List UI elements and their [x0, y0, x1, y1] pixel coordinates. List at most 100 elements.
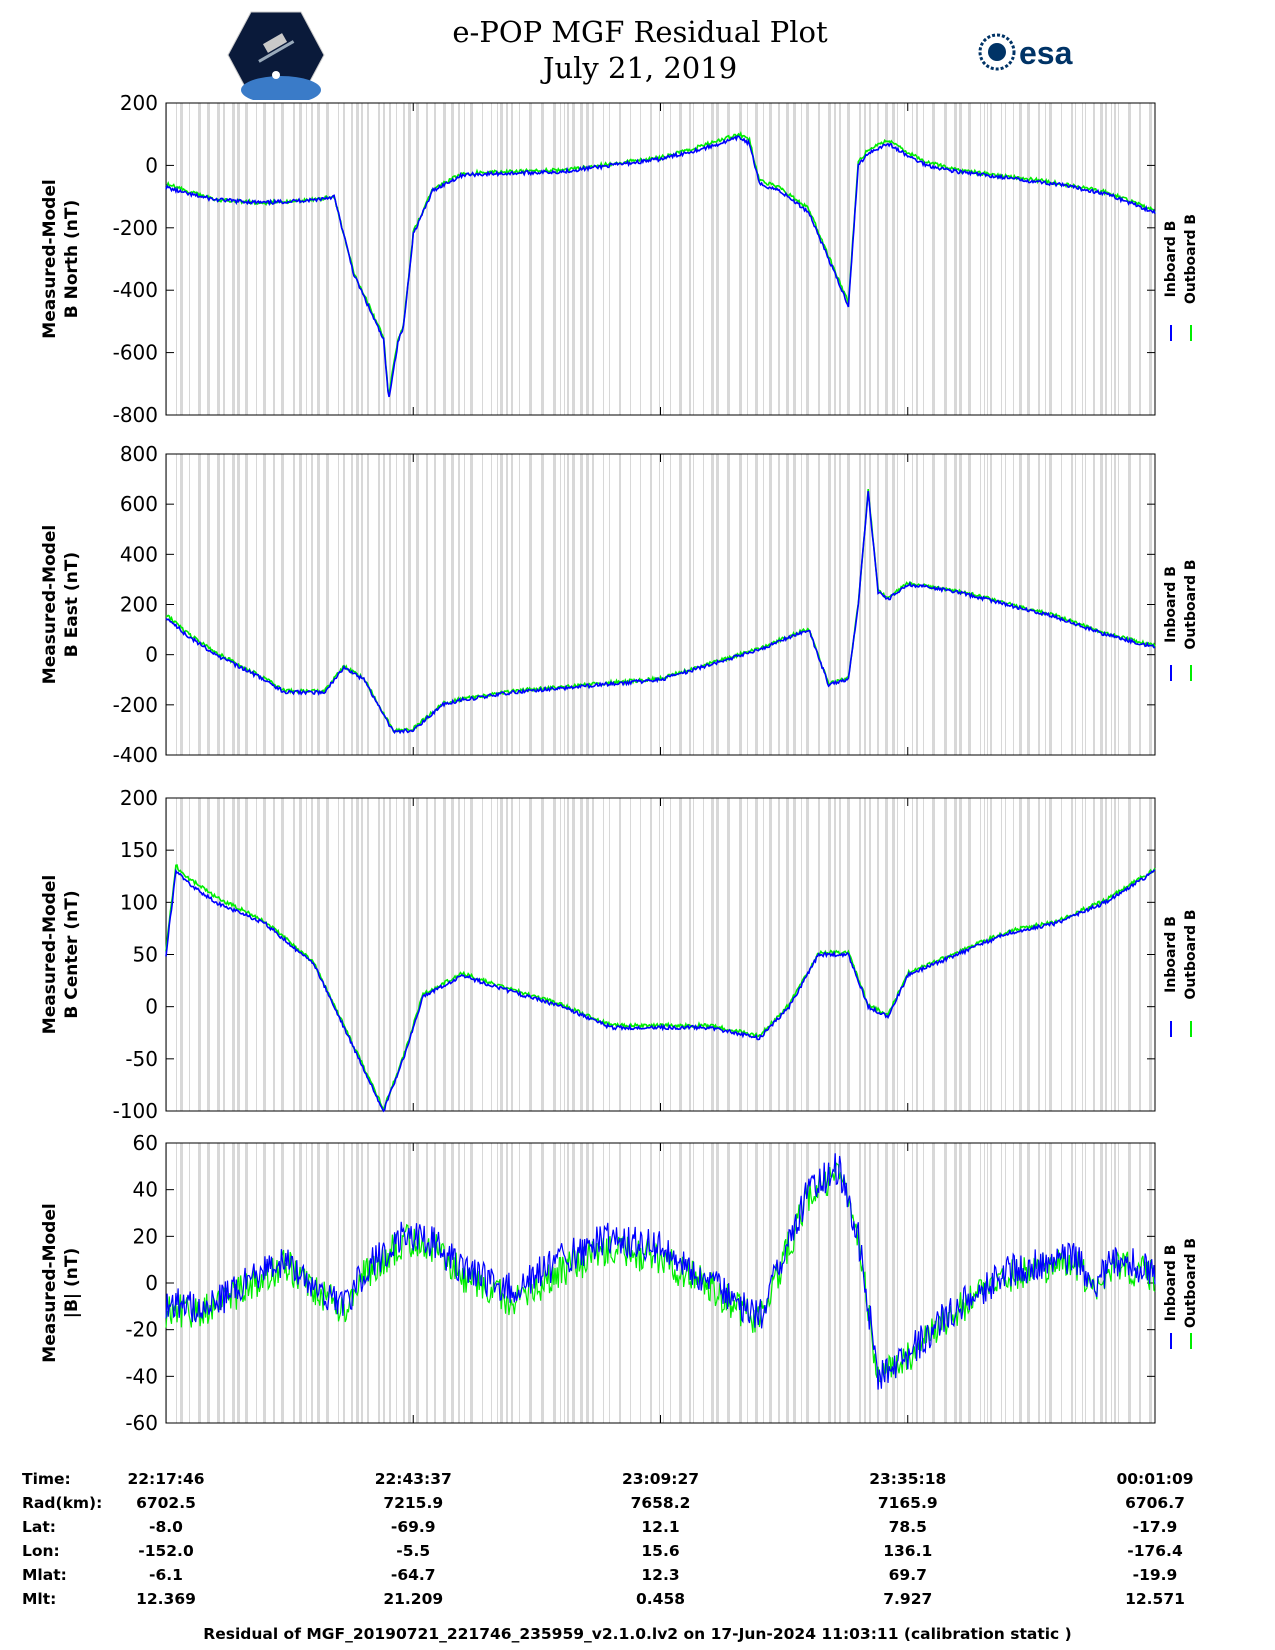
- table-cell: 00:01:09: [1116, 1470, 1194, 1488]
- legend-label: Outboard B: [1183, 909, 1199, 999]
- gap-stripe: [529, 103, 532, 415]
- gap-stripe: [609, 103, 610, 415]
- data-gap-shading: [166, 1143, 1152, 1423]
- table-cell: 7165.9: [877, 1494, 938, 1512]
- gap-stripe: [778, 103, 780, 415]
- gap-stripe: [869, 798, 871, 1111]
- gap-stripe: [451, 798, 454, 1111]
- y-tick-label: 800: [120, 442, 158, 466]
- gap-stripe: [356, 798, 359, 1111]
- table-cell: -152.0: [138, 1542, 194, 1560]
- y-tick-label: -50: [125, 1047, 158, 1071]
- gap-stripe: [299, 1143, 302, 1423]
- gap-stripe: [416, 454, 419, 755]
- gap-stripe: [987, 103, 988, 415]
- data-gap-shading: [166, 454, 1152, 755]
- gap-stripe: [343, 454, 345, 755]
- gap-stripe: [984, 103, 985, 415]
- gap-stripe: [464, 103, 465, 415]
- legend: Inboard B Outboard B: [1163, 1238, 1199, 1349]
- gap-stripe: [892, 798, 895, 1111]
- gap-stripe: [198, 103, 201, 415]
- gap-stripe: [403, 103, 405, 415]
- table-cell: 6706.7: [1125, 1494, 1185, 1512]
- gap-stripe: [176, 103, 177, 415]
- gap-stripe: [877, 103, 879, 415]
- table-cell: 6702.5: [136, 1494, 196, 1512]
- gap-stripe: [217, 103, 220, 415]
- gap-stripe: [609, 798, 610, 1111]
- gap-stripe: [560, 103, 561, 415]
- gap-stripe: [693, 1143, 694, 1423]
- gap-stripe: [990, 454, 992, 755]
- gap-stripe: [818, 103, 820, 415]
- gap-stripe: [916, 454, 918, 755]
- table-row-label: Mlt:: [22, 1590, 57, 1608]
- gap-stripe: [670, 454, 671, 755]
- legend-label: Inboard B: [1163, 221, 1179, 298]
- gap-stripe: [1105, 454, 1107, 755]
- gap-stripe: [223, 454, 225, 755]
- gap-stripe: [434, 454, 436, 755]
- gap-stripe: [1019, 798, 1022, 1111]
- gap-stripe: [1100, 103, 1103, 415]
- gap-stripe: [217, 1143, 220, 1423]
- gap-stripe: [689, 798, 691, 1111]
- gap-stripe: [897, 454, 898, 755]
- gap-stripe: [245, 798, 248, 1111]
- gap-stripe: [245, 103, 248, 415]
- gap-stripe: [299, 798, 302, 1111]
- gap-stripe: [176, 454, 177, 755]
- gap-stripe: [1139, 1143, 1141, 1423]
- gap-stripe: [564, 1143, 565, 1423]
- gap-stripe: [500, 798, 503, 1111]
- gap-stripe: [769, 454, 772, 755]
- gap-stripe: [818, 454, 820, 755]
- y-tick-label: 0: [145, 153, 158, 177]
- y-tick-label: -800: [113, 403, 158, 427]
- gap-stripe: [663, 1143, 664, 1423]
- gap-stripe: [711, 798, 714, 1111]
- gap-stripe: [984, 798, 985, 1111]
- gap-stripe: [351, 798, 353, 1111]
- gap-stripe: [529, 798, 532, 1111]
- gap-stripe: [689, 103, 691, 415]
- series-outboard-b: [166, 489, 1156, 733]
- gap-stripe: [1105, 1143, 1107, 1423]
- gap-stripe: [778, 798, 780, 1111]
- gap-stripe: [703, 454, 704, 755]
- gap-stripe: [990, 798, 992, 1111]
- y-tick-label: 20: [133, 1224, 158, 1248]
- gap-stripe: [619, 103, 621, 415]
- gap-stripe: [670, 1143, 671, 1423]
- gap-stripe: [189, 1143, 190, 1423]
- gap-stripe: [592, 454, 594, 755]
- gap-stripe: [739, 454, 742, 755]
- panel-3: 200 150 100 50 0 -50 -100 Measured-Model B Cente…: [40, 786, 1199, 1123]
- gap-stripe: [703, 798, 704, 1111]
- gap-stripe: [232, 798, 235, 1111]
- gap-stripe: [834, 1143, 836, 1423]
- y-tick-label: 0: [145, 1271, 158, 1295]
- gap-stripe: [1114, 454, 1116, 755]
- gap-stripe: [1038, 454, 1040, 755]
- gap-stripe: [801, 103, 802, 415]
- gap-stripe: [806, 1143, 809, 1423]
- gap-stripe: [1027, 1143, 1030, 1423]
- gap-stripe: [1075, 103, 1076, 415]
- gap-stripe: [506, 798, 508, 1111]
- gap-stripe: [1038, 798, 1040, 1111]
- gap-stripe: [932, 103, 935, 415]
- gap-stripe: [263, 103, 266, 415]
- gap-stripe: [885, 1143, 888, 1423]
- gap-stripe: [793, 454, 796, 755]
- gap-stripe: [511, 1143, 513, 1423]
- gap-stripe: [670, 103, 671, 415]
- legend-label: Outboard B: [1183, 214, 1199, 304]
- gap-stripe: [1118, 103, 1119, 415]
- series-inboard-b: [165, 491, 1156, 735]
- gap-stripe: [877, 1143, 879, 1423]
- gap-stripe: [311, 103, 313, 415]
- legend: Inboard B Outboard B: [1163, 559, 1199, 681]
- gap-stripe: [980, 798, 981, 1111]
